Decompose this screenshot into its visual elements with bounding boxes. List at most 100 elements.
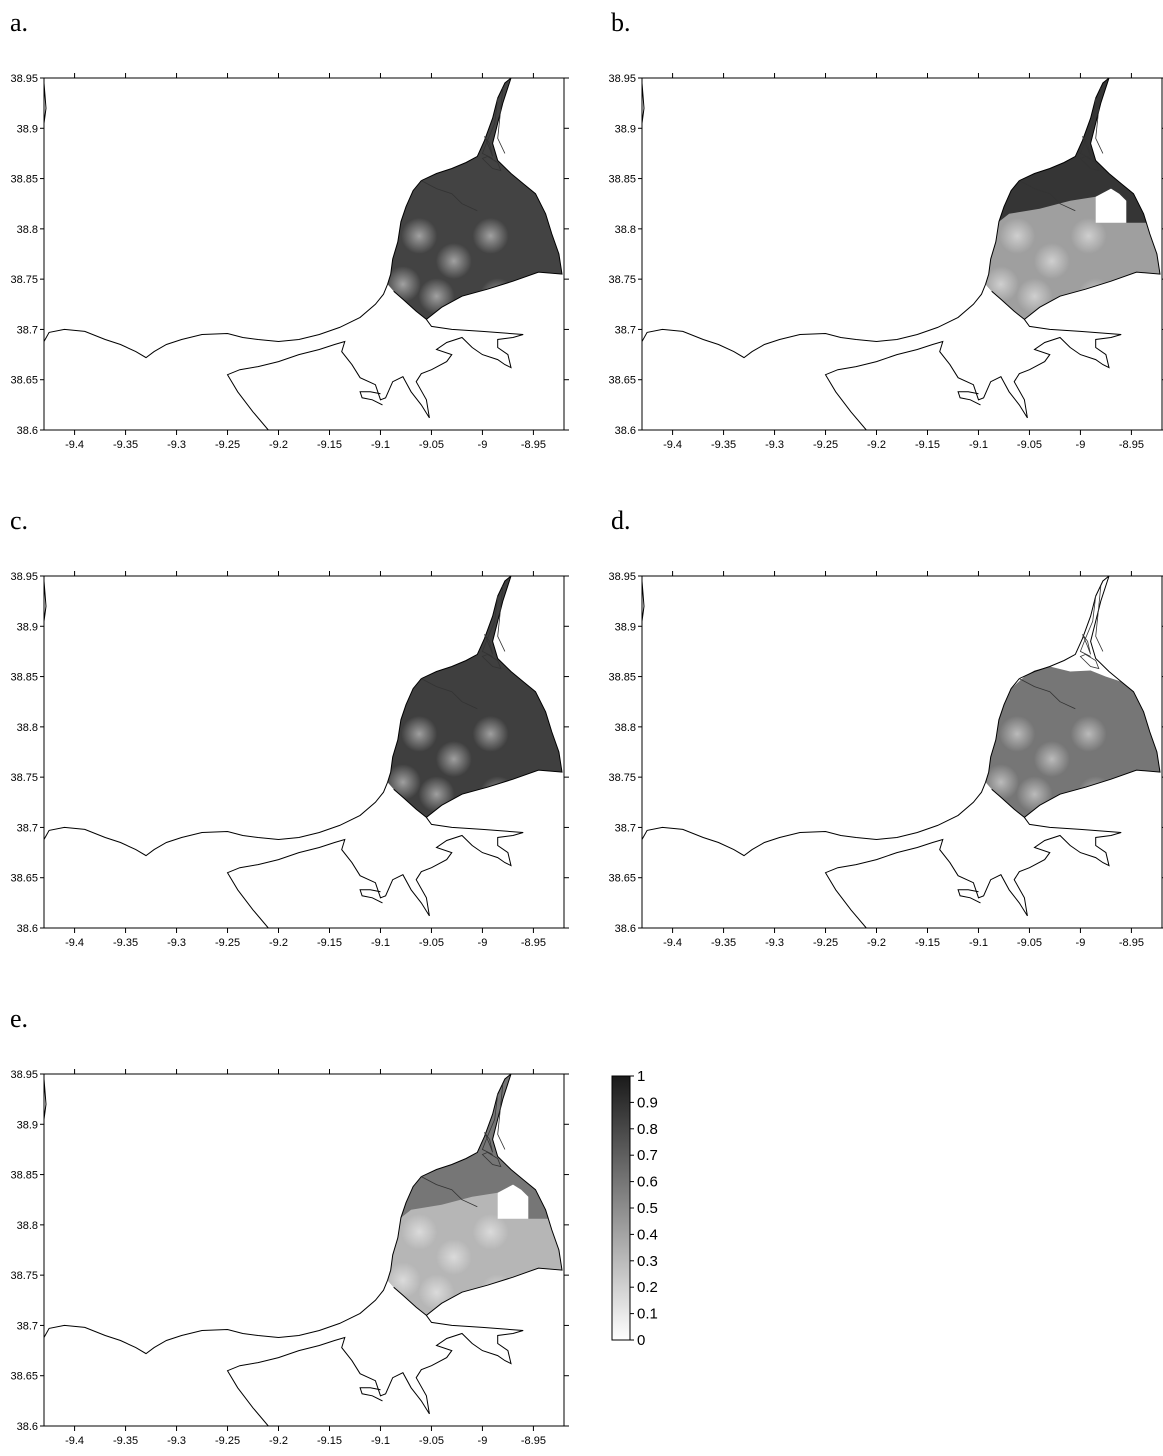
coastline-south [824,319,1122,430]
panel-label-d: d. [611,506,631,535]
x-tick-label: -9.1 [371,1435,390,1447]
x-tick-label: -9.05 [419,1435,444,1447]
island-2 [481,1151,502,1168]
interpolation-spot-4 [982,266,1019,303]
river-channel-3 [1019,180,1076,212]
y-tick-label: 38.65 [10,1371,38,1383]
x-tick-label: -9 [1076,439,1086,451]
y-tick-label: 38.7 [17,324,38,336]
x-tick-label: -9.35 [711,439,736,451]
river-channel-3 [421,1176,478,1208]
interpolation-spot-3 [435,1239,472,1276]
estuary-outline [387,576,563,819]
interpolation-spot-4 [384,266,421,303]
interpolation-spot-3 [435,741,472,778]
plot-frame [43,575,565,929]
x-tick-label: -9 [478,439,488,451]
interpolation-spot-3 [1033,741,1070,778]
interpolation-spot-6 [479,1274,516,1311]
map-panel-e: -9.4 -9.35 -9.3 -9.25 -9.2 -9.15 -9.1 -9.05 -9 -8… [10,1069,569,1447]
y-tick-label: 38.7 [17,1320,38,1332]
coastline-spit [359,1387,383,1402]
panel-label-e: e. [10,1004,29,1033]
y-tick-label: 38.6 [17,1421,38,1433]
coastline-cape [44,1078,47,1120]
y-tick-label: 38.75 [608,274,636,286]
y-tick-label: 38.65 [608,873,636,885]
x-tick-label: -9.15 [317,937,342,949]
y-tick-label: 38.8 [17,224,38,236]
y-tick-label: 38.9 [615,123,636,135]
coastline-north [642,284,987,359]
y-tick-label: 38.6 [17,923,38,935]
colorbar-tick-label: 0.1 [637,1306,658,1323]
interpolation-spot-4 [982,764,1019,801]
y-tick-label: 38.7 [17,822,38,834]
map-panel-d: -9.4 -9.35 -9.3 -9.25 -9.2 -9.15 -9.1 -9.05 -9 -8… [608,571,1163,949]
y-tick-label: 38.6 [615,923,636,935]
coastline-spit [359,889,383,904]
colorbar-tick-label: 1 [637,1068,645,1085]
interpolation-spot-6 [1077,776,1114,813]
coastline-spit [359,391,383,406]
x-tick-label: -9.25 [813,439,838,451]
interpolation-spot-5 [418,776,455,813]
estuary-outline [985,576,1161,819]
estuary-gap [1095,188,1127,223]
estuary-gap [497,1184,529,1219]
x-tick-label: -9.2 [269,439,288,451]
x-tick-label: -9.35 [113,439,138,451]
island-2 [481,155,502,172]
interpolation-spot-3 [435,243,472,280]
plot-frame [641,575,1163,929]
x-tick-label: -9.05 [419,937,444,949]
y-tick-label: 38.8 [17,722,38,734]
coastline-cape [642,82,645,124]
panel-label-a: a. [10,8,29,37]
y-tick-label: 38.75 [10,274,38,286]
x-tick-label: -9.4 [65,937,84,949]
x-tick-label: -8.95 [521,937,546,949]
coastline-spit [957,391,981,406]
island-2 [481,653,502,670]
coastline-north [44,782,389,857]
x-tick-label: -9.25 [215,937,240,949]
x-tick-label: -9 [478,937,488,949]
interpolation-spot-6 [1077,278,1114,315]
x-tick-label: -9.1 [969,937,988,949]
y-tick-label: 38.95 [10,73,38,85]
interpolation-spot-5 [1016,278,1053,315]
y-tick-label: 38.8 [615,722,636,734]
y-tick-label: 38.65 [10,375,38,387]
interpolation-spot-2 [472,217,509,254]
x-tick-label: -9 [478,1435,488,1447]
interpolation-spot-1 [999,715,1036,752]
x-tick-label: -9.1 [371,937,390,949]
estuary-fill [387,576,562,818]
panel-label-b: b. [611,8,631,37]
island-1 [484,1132,493,1153]
x-tick-label: -9.05 [1017,439,1042,451]
colorbar-tick-label: 0.6 [637,1174,658,1191]
river-channel-2 [497,1084,506,1150]
x-tick-label: -9.15 [915,937,940,949]
river-channel-2 [497,586,506,652]
y-tick-label: 38.65 [10,873,38,885]
x-tick-label: -9.2 [867,937,886,949]
island-1 [484,136,493,157]
panel-label-c: c. [10,506,29,535]
coastline-cape [44,82,47,124]
y-tick-label: 38.8 [615,224,636,236]
x-tick-label: -8.95 [1119,937,1144,949]
plot-frame [641,77,1163,431]
y-tick-label: 38.85 [608,174,636,186]
x-tick-label: -9.1 [371,439,390,451]
x-tick-label: -9.2 [867,439,886,451]
x-tick-label: -9.4 [663,439,682,451]
interpolation-spot-6 [479,776,516,813]
x-tick-label: -9.25 [215,439,240,451]
y-tick-label: 38.75 [10,772,38,784]
plot-frame [43,77,565,431]
y-tick-label: 38.9 [17,1119,38,1131]
island-1 [1082,634,1091,655]
